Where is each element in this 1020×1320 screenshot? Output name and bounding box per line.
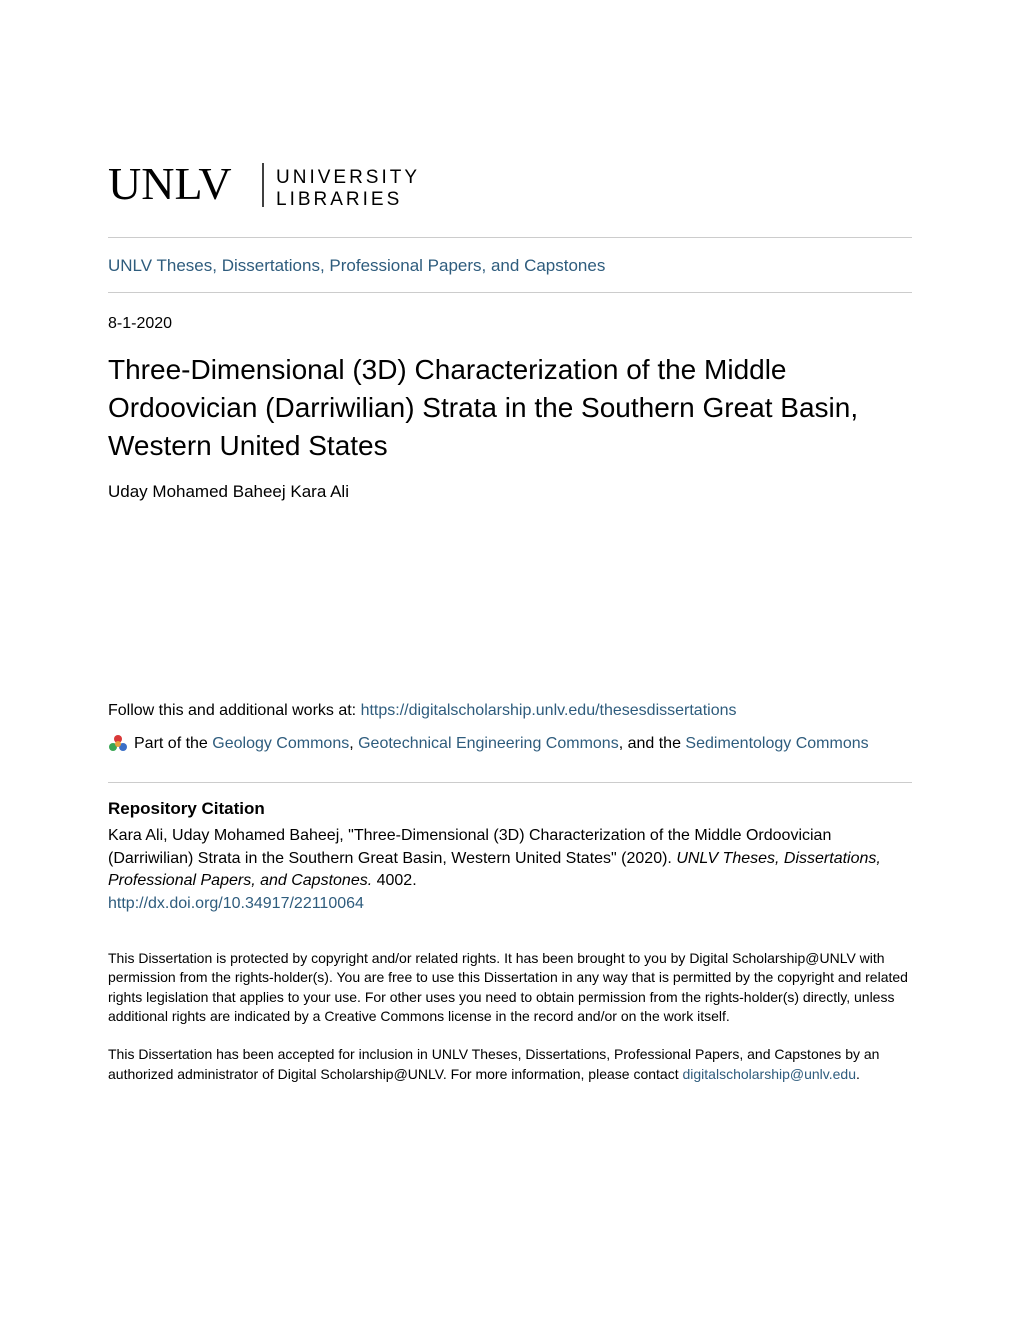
rights-statement: This Dissertation is protected by copyri…: [108, 949, 912, 1027]
partof-text: Part of the Geology Commons, Geotechnica…: [134, 732, 912, 756]
svg-text:UNIVERSITY: UNIVERSITY: [276, 167, 420, 188]
partof-sep2: , and the: [619, 735, 686, 752]
acceptance-statement: This Dissertation has been accepted for …: [108, 1045, 912, 1084]
follow-prefix: Follow this and additional works at:: [108, 702, 361, 719]
follow-url-link[interactable]: https://digitalscholarship.unlv.edu/thes…: [361, 702, 737, 719]
publication-date: 8-1-2020: [108, 315, 912, 333]
logo-container: UNLV UNIVERSITY LIBRARIES: [108, 155, 912, 217]
svg-text:LIBRARIES: LIBRARIES: [276, 189, 402, 210]
divider-mid: [108, 292, 912, 293]
partof-link-geology[interactable]: Geology Commons: [212, 735, 349, 752]
follow-section: Follow this and additional works at: htt…: [108, 702, 912, 720]
document-title: Three-Dimensional (3D) Characterization …: [108, 351, 912, 464]
svg-text:UNLV: UNLV: [108, 158, 232, 209]
partof-link-geotech[interactable]: Geotechnical Engineering Commons: [358, 735, 619, 752]
citation-part2: 4002.: [372, 872, 416, 889]
divider-citation: [108, 782, 912, 783]
partof-prefix: Part of the: [134, 735, 212, 752]
citation-heading: Repository Citation: [108, 799, 912, 819]
collection-link[interactable]: UNLV Theses, Dissertations, Professional…: [108, 238, 912, 292]
network-icon: [108, 734, 128, 762]
partof-sep1: ,: [349, 735, 358, 752]
contact-email-link[interactable]: digitalscholarship@unlv.edu: [682, 1066, 856, 1082]
author-name: Uday Mohamed Baheej Kara Ali: [108, 482, 912, 502]
partof-link-sedimentology[interactable]: Sedimentology Commons: [685, 735, 868, 752]
acceptance-suffix: .: [856, 1066, 860, 1082]
doi-link[interactable]: http://dx.doi.org/10.34917/22110064: [108, 895, 912, 913]
citation-text: Kara Ali, Uday Mohamed Baheej, "Three-Di…: [108, 825, 912, 892]
unlv-libraries-logo: UNLV UNIVERSITY LIBRARIES: [108, 155, 448, 217]
partof-section: Part of the Geology Commons, Geotechnica…: [108, 732, 912, 762]
